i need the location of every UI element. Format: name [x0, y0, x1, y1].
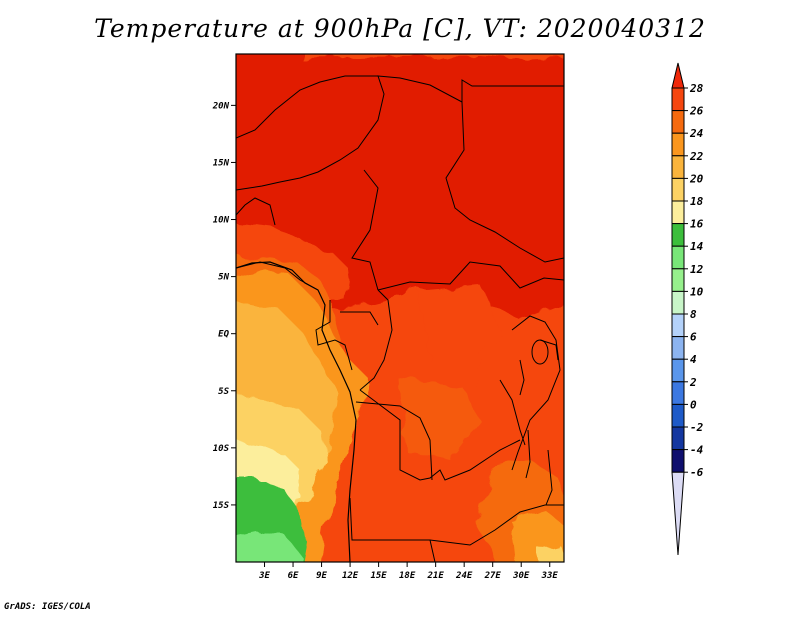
- colorbar-swatch: [671, 313, 685, 338]
- lat-label: 10N: [213, 216, 230, 226]
- colorbar-swatch: [671, 403, 685, 428]
- lon-label: 9E: [316, 571, 327, 581]
- colorbar-swatch: [671, 268, 685, 292]
- lon-label: 6E: [288, 571, 299, 581]
- colorbar-label: 14: [690, 240, 704, 253]
- colorbar-label: -4: [690, 444, 704, 457]
- lon-label: 15E: [370, 571, 387, 581]
- colorbar-swatch: [671, 155, 685, 179]
- colorbar-swatch: [671, 132, 685, 157]
- colorbar-label: 26: [689, 105, 704, 118]
- colorbar-label: 22: [689, 150, 704, 163]
- lon-label: 27E: [484, 571, 502, 581]
- colorbar-label: 16: [690, 218, 704, 231]
- lon-label: 30E: [512, 571, 530, 581]
- colorbar-label: 8: [690, 308, 697, 321]
- colorbar-swatch: [671, 290, 685, 315]
- lon-label: 12E: [342, 571, 359, 581]
- temperature-field: [236, 54, 564, 562]
- lon-label: 21E: [427, 571, 445, 581]
- colorbar-swatch: [671, 381, 685, 405]
- colorbar-label: 0: [690, 398, 697, 411]
- country-borders: [236, 75, 564, 562]
- lat-label: 20N: [212, 101, 230, 111]
- lat-label: 15N: [213, 158, 230, 168]
- colorbar-swatch: [671, 245, 685, 270]
- colorbar-swatch: [671, 110, 685, 134]
- colorbar-swatch: [671, 358, 685, 383]
- colorbar-label: -2: [690, 421, 704, 434]
- coastline: [235, 261, 357, 563]
- colorbar-label: -6: [690, 466, 704, 479]
- colorbar-label: 10: [690, 285, 704, 298]
- lon-label: 3E: [258, 571, 270, 581]
- lon-label: 18E: [399, 571, 416, 581]
- colorbar-bottom-arrow: [671, 471, 685, 556]
- longitude-axis: 3E 6E 9E 12E 15E 18E 21E 24E 27E 30E 33E: [258, 562, 558, 581]
- colorbar-label: 28: [689, 82, 704, 95]
- colorbar-label: 24: [689, 127, 704, 140]
- colorbar-label: 12: [690, 263, 704, 276]
- colorbar-swatch: [671, 200, 685, 225]
- colorbar-swatch: [671, 336, 685, 360]
- lat-label: 5N: [218, 273, 229, 283]
- lakes: [519, 339, 553, 506]
- map-title: Temperature at 900hPa [C], VT: 202004031…: [94, 14, 706, 43]
- colorbar-swatch: [671, 87, 685, 112]
- colorbar-top-arrow: [671, 62, 685, 89]
- lon-label: 33E: [541, 571, 559, 581]
- credit-label: GrADS: IGES/COLA: [4, 602, 91, 612]
- lat-label: EQ: [218, 330, 229, 340]
- map-frame: [235, 53, 565, 563]
- colorbar-label: 4: [690, 353, 697, 366]
- colorbar-label: 2: [689, 376, 697, 389]
- colorbar-swatch: [671, 426, 685, 451]
- lon-label: 24E: [455, 571, 473, 581]
- colorbar-label: 20: [689, 172, 704, 185]
- lat-label: 5S: [218, 387, 229, 397]
- colorbar-label: 18: [690, 195, 704, 208]
- colorbar-swatch: [671, 223, 685, 247]
- colorbar-label: 6: [690, 331, 697, 344]
- lat-label: 15S: [213, 501, 230, 511]
- colorbar-swatch: [671, 177, 685, 202]
- lat-label: 10S: [213, 444, 230, 454]
- latitude-axis: 20N 15N 10N 5N EQ 5S 10S 15S: [212, 101, 236, 511]
- colorbar-swatch: [671, 449, 685, 473]
